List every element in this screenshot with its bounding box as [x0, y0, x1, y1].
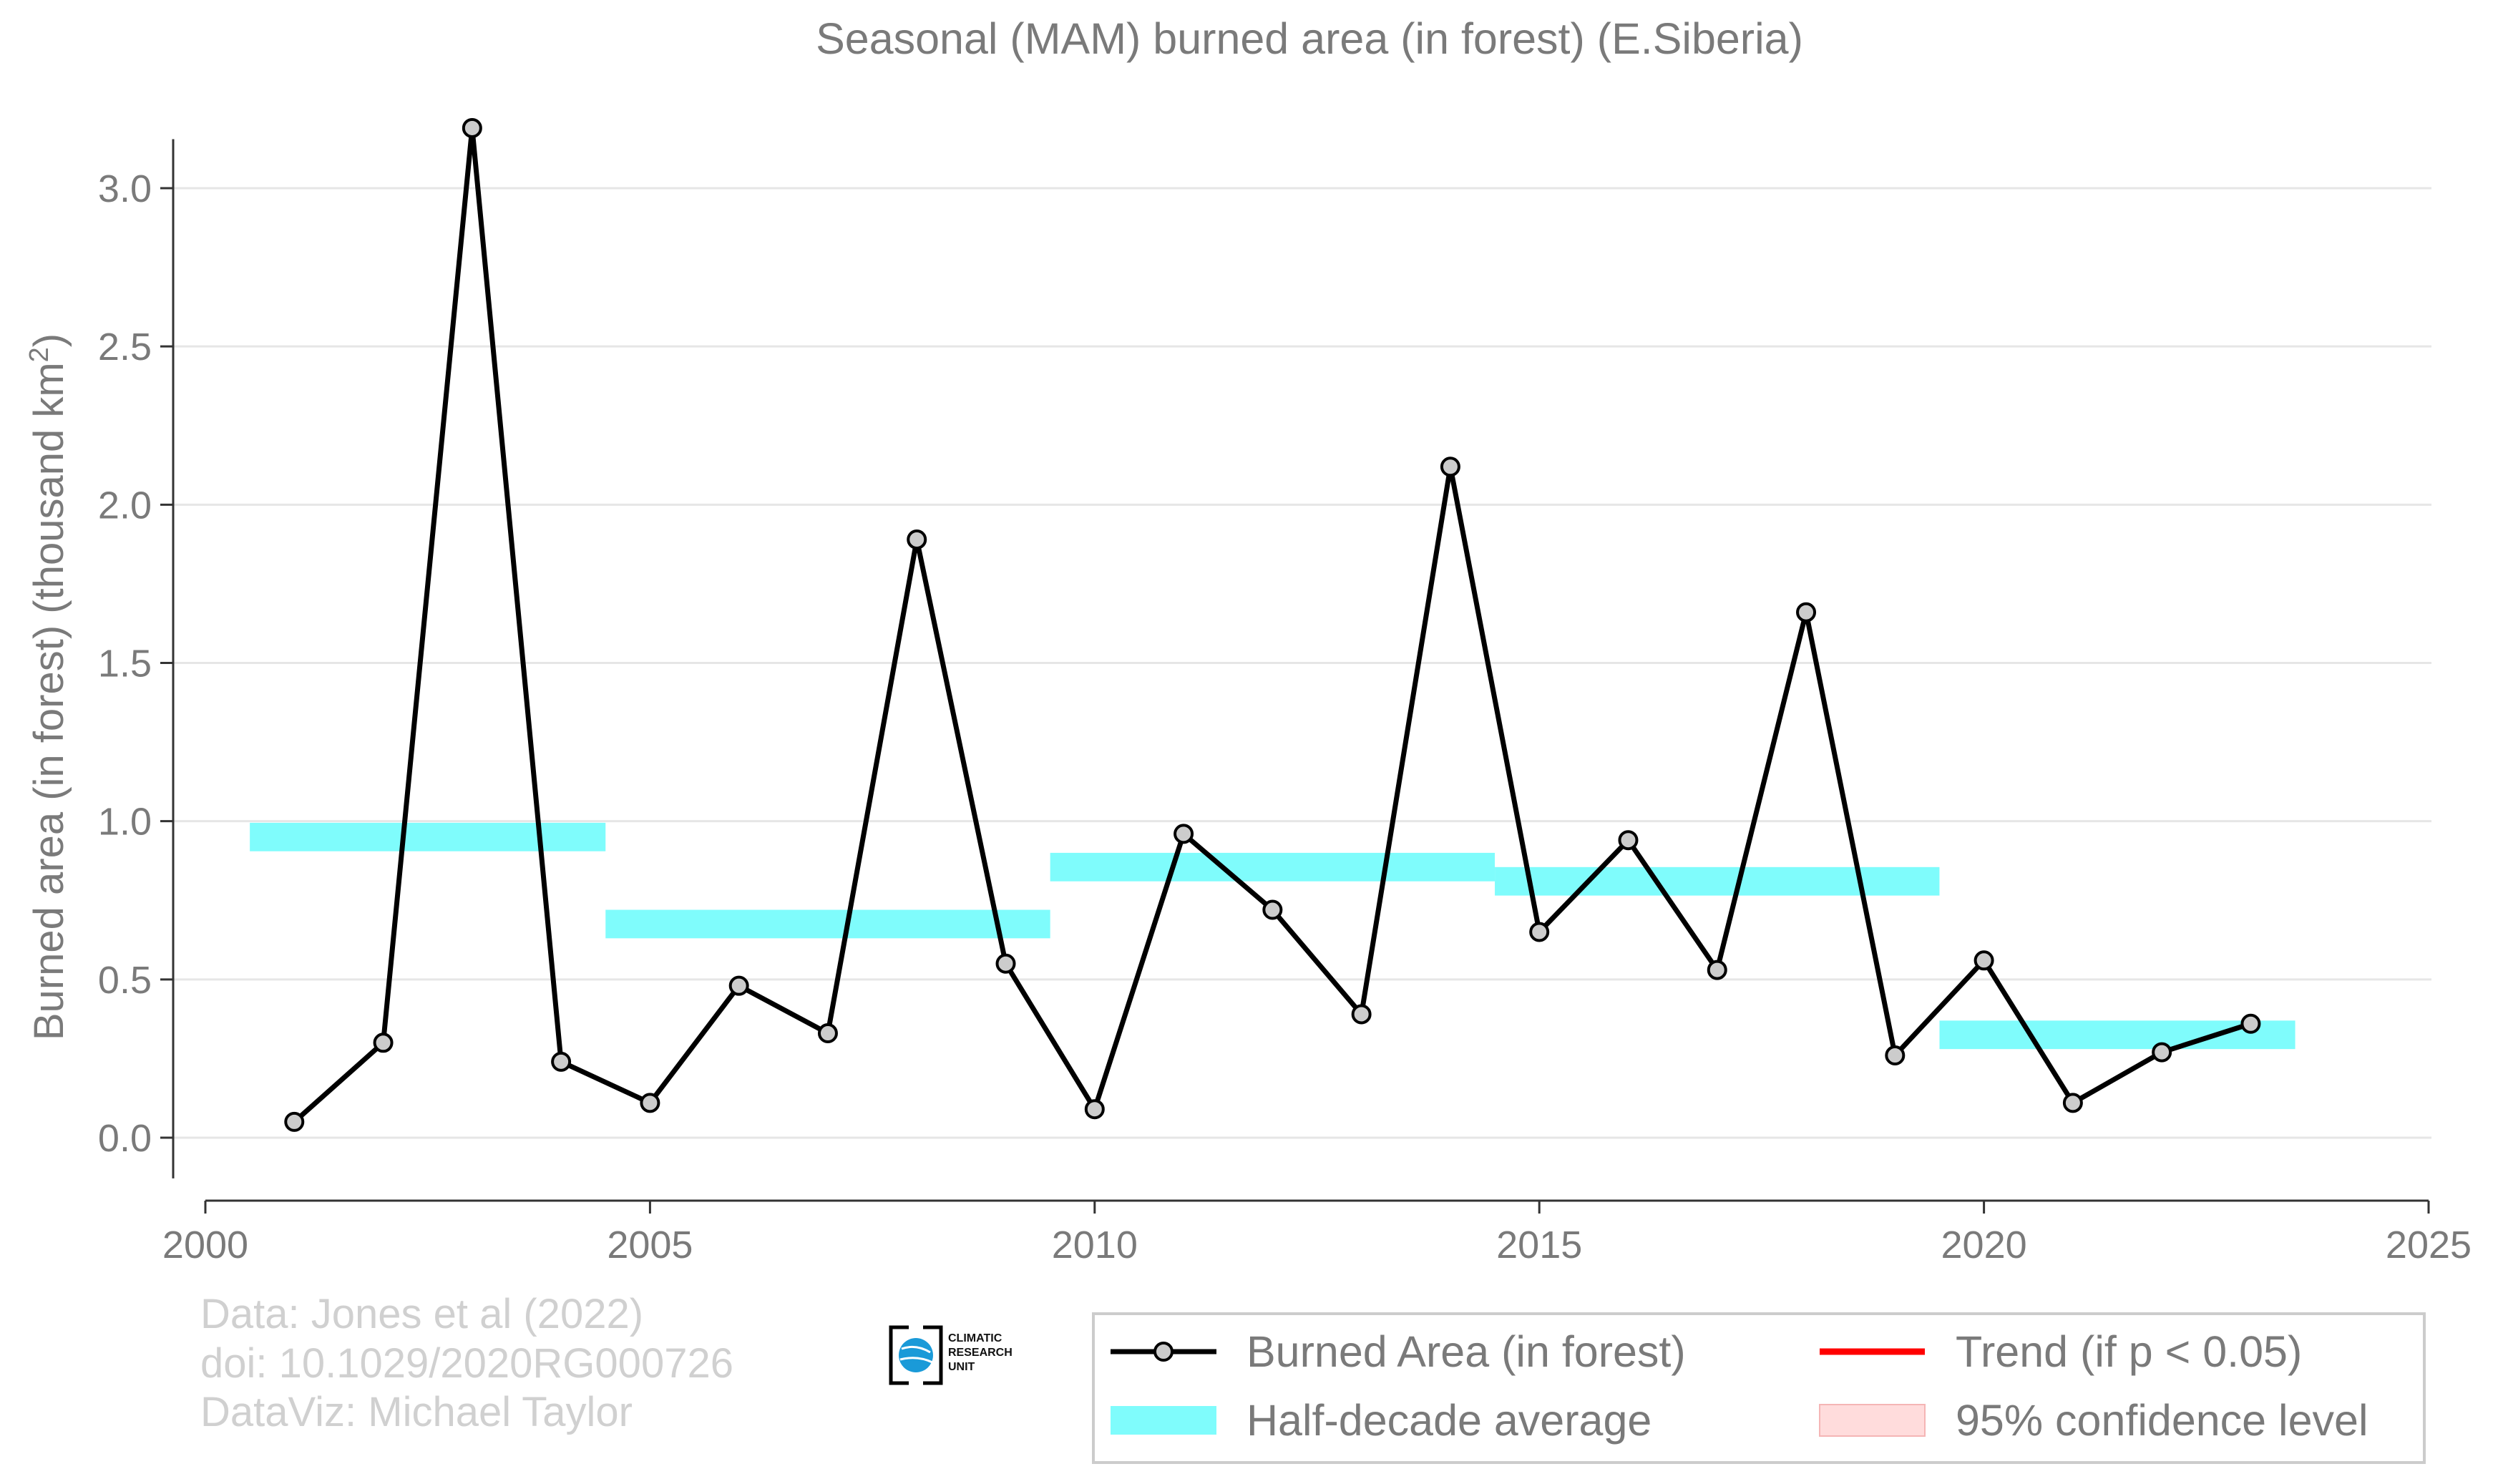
data-point: [462, 117, 482, 138]
data-point: [1973, 950, 1994, 971]
globe-icon: [899, 1338, 933, 1372]
y-axis-label-superscript: 2: [24, 347, 54, 362]
data-point: [1262, 899, 1283, 920]
y-tick-label: 2.0: [98, 484, 152, 527]
data-point: [1440, 457, 1460, 477]
x-tick-label: 2000: [162, 1224, 248, 1266]
data-point: [1351, 1004, 1372, 1025]
y-tick-labels: 0.0 0.5 1.0 1.5 2.0 2.5 3.0: [98, 167, 173, 1160]
globe-lines-icon: [899, 1345, 933, 1364]
axes: [172, 139, 2429, 1202]
cru-logo: CLIMATIC RESEARCH UNIT: [889, 1325, 1013, 1385]
data-point: [2062, 1093, 2083, 1113]
credit-data: Data: Jones et al (2022): [200, 1291, 643, 1337]
logo-line2: RESEARCH: [948, 1347, 1013, 1359]
y-tick-label: 2.5: [98, 326, 152, 368]
credit-doi: doi: 10.1029/2020RG000726: [200, 1340, 733, 1387]
half-decade-band: [1050, 852, 1496, 882]
logo-frame: [889, 1325, 943, 1385]
data-point: [728, 975, 749, 996]
chart-title: Seasonal (MAM) burned area (in forest) (…: [816, 14, 1803, 63]
half-decade-band: [1939, 1020, 2295, 1050]
credit-dataviz: DataViz: Michael Taylor: [200, 1389, 633, 1435]
y-axis-label-close: ): [26, 333, 72, 347]
x-tick-label: 2015: [1496, 1224, 1582, 1266]
y-tick-label: 0.0: [98, 1117, 152, 1160]
data-point: [1885, 1045, 1906, 1065]
y-axis-label-main: Burned area (in forest) (thousand km: [26, 362, 72, 1040]
y-axis-label: Burned area (in forest) (thousand km2): [24, 333, 72, 1040]
legend: Burned Area (in forest) Half-decade aver…: [1092, 1312, 2426, 1464]
x-tick-label: 2025: [2386, 1224, 2472, 1266]
y-tick-label: 1.0: [98, 801, 152, 844]
legend-half-decade: Half-decade average: [1246, 1396, 1651, 1445]
legend-burned-area: Burned Area (in forest): [1246, 1327, 1686, 1376]
legend-confidence-swatch: [1819, 1404, 1926, 1437]
data-point: [551, 1051, 572, 1072]
legend-box: [1092, 1312, 2426, 1464]
data-point: [1796, 602, 1817, 623]
half-decade-bands: [250, 822, 2295, 1050]
half-decade-band: [250, 822, 606, 851]
x-tick-label: 2005: [607, 1224, 693, 1266]
grid-lines: [173, 187, 2431, 1139]
data-point: [1707, 960, 1727, 980]
legend-confidence: 95% confidence level: [1956, 1396, 2368, 1445]
x-tick-label: 2010: [1052, 1224, 1138, 1266]
credits: Data: Jones et al (2022) doi: 10.1029/20…: [200, 1291, 733, 1435]
logo-line1: CLIMATIC: [948, 1332, 1002, 1344]
x-tick-labels: 2000 2005 2010 2015 2020 2025: [162, 1201, 2472, 1266]
half-decade-band: [605, 909, 1050, 939]
legend-band-swatch: [1111, 1406, 1216, 1435]
data-point: [1084, 1099, 1105, 1120]
data-point: [284, 1111, 305, 1132]
data-point: [2240, 1013, 2261, 1034]
data-point: [995, 953, 1016, 974]
y-tick-label: 3.0: [98, 167, 152, 210]
data-point: [1529, 922, 1550, 942]
legend-trend: Trend (if p < 0.05): [1956, 1327, 2302, 1376]
data-point: [1174, 824, 1194, 844]
data-point: [640, 1093, 660, 1113]
legend-marker-swatch: [1153, 1342, 1174, 1362]
x-tick-label: 2020: [1941, 1224, 2027, 1266]
y-tick-label: 0.5: [98, 959, 152, 1002]
logo-line3: UNIT: [948, 1361, 975, 1373]
data-point: [373, 1033, 394, 1053]
data-point: [817, 1023, 838, 1044]
data-point: [1618, 830, 1639, 851]
data-point: [2152, 1042, 2172, 1063]
burned-area-series: [284, 117, 2261, 1132]
y-tick-label: 1.5: [98, 643, 152, 685]
series-line-path: [292, 125, 2252, 1124]
data-point: [907, 529, 927, 550]
half-decade-band: [1495, 867, 1940, 896]
